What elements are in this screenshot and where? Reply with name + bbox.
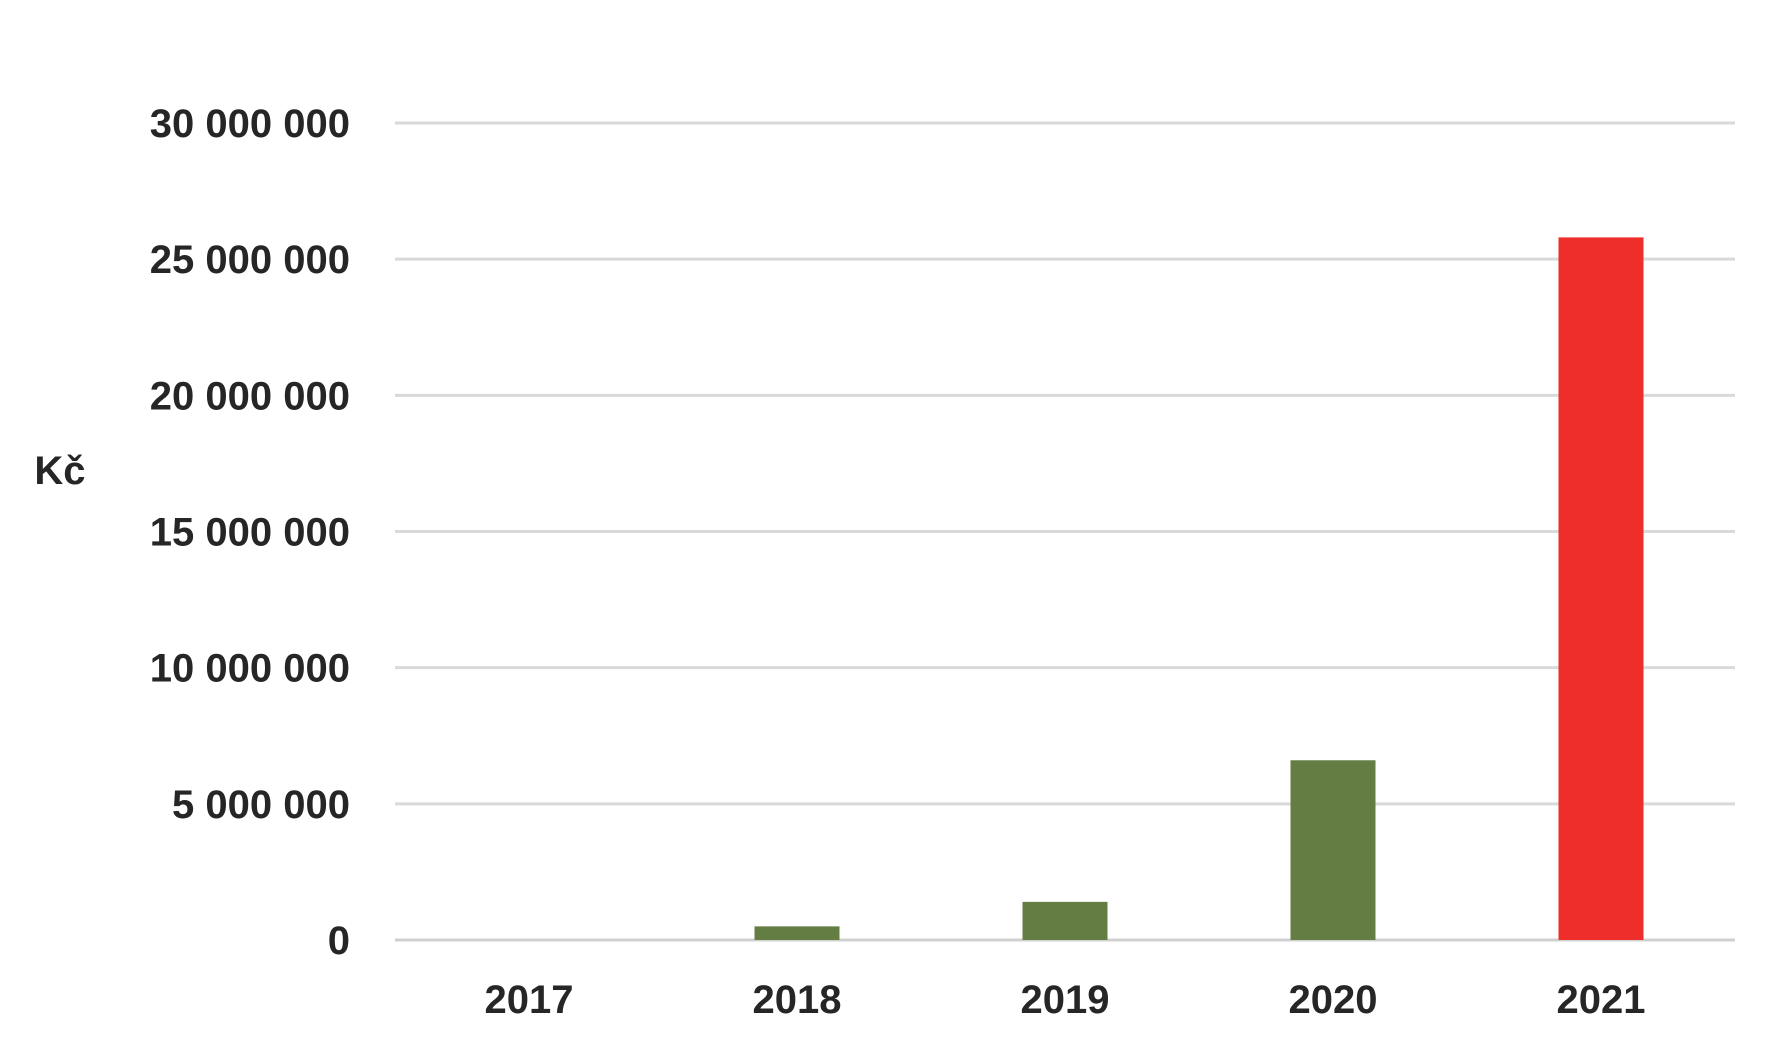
x-tick-label-2018: 2018 (753, 978, 842, 1022)
y-tick-label: 5 000 000 (172, 783, 350, 827)
x-tick-label-2019: 2019 (1021, 978, 1110, 1022)
bar-2019 (1022, 901, 1108, 940)
y-tick-label: 10 000 000 (150, 647, 350, 691)
y-axis-title: Kč (34, 449, 85, 493)
x-tick-label-2017: 2017 (485, 978, 574, 1022)
bars (754, 237, 1644, 940)
y-tick-label: 30 000 000 (150, 102, 350, 146)
x-axis-tick-labels: 2017 2018 2019 2020 2021 (485, 978, 1646, 1022)
y-tick-label: 25 000 000 (150, 238, 350, 282)
bar-2021 (1558, 237, 1644, 940)
y-tick-label: 15 000 000 (150, 511, 350, 555)
bar-2018 (754, 926, 840, 940)
y-tick-label: 20 000 000 (150, 374, 350, 418)
y-axis-tick-labels: 0 5 000 000 10 000 000 15 000 000 20 000 000… (150, 102, 350, 963)
gridlines (395, 121, 1735, 942)
x-tick-label-2021: 2021 (1557, 978, 1646, 1022)
bar-2020 (1290, 760, 1376, 940)
y-tick-label: 0 (328, 919, 350, 963)
x-tick-label-2020: 2020 (1289, 978, 1378, 1022)
